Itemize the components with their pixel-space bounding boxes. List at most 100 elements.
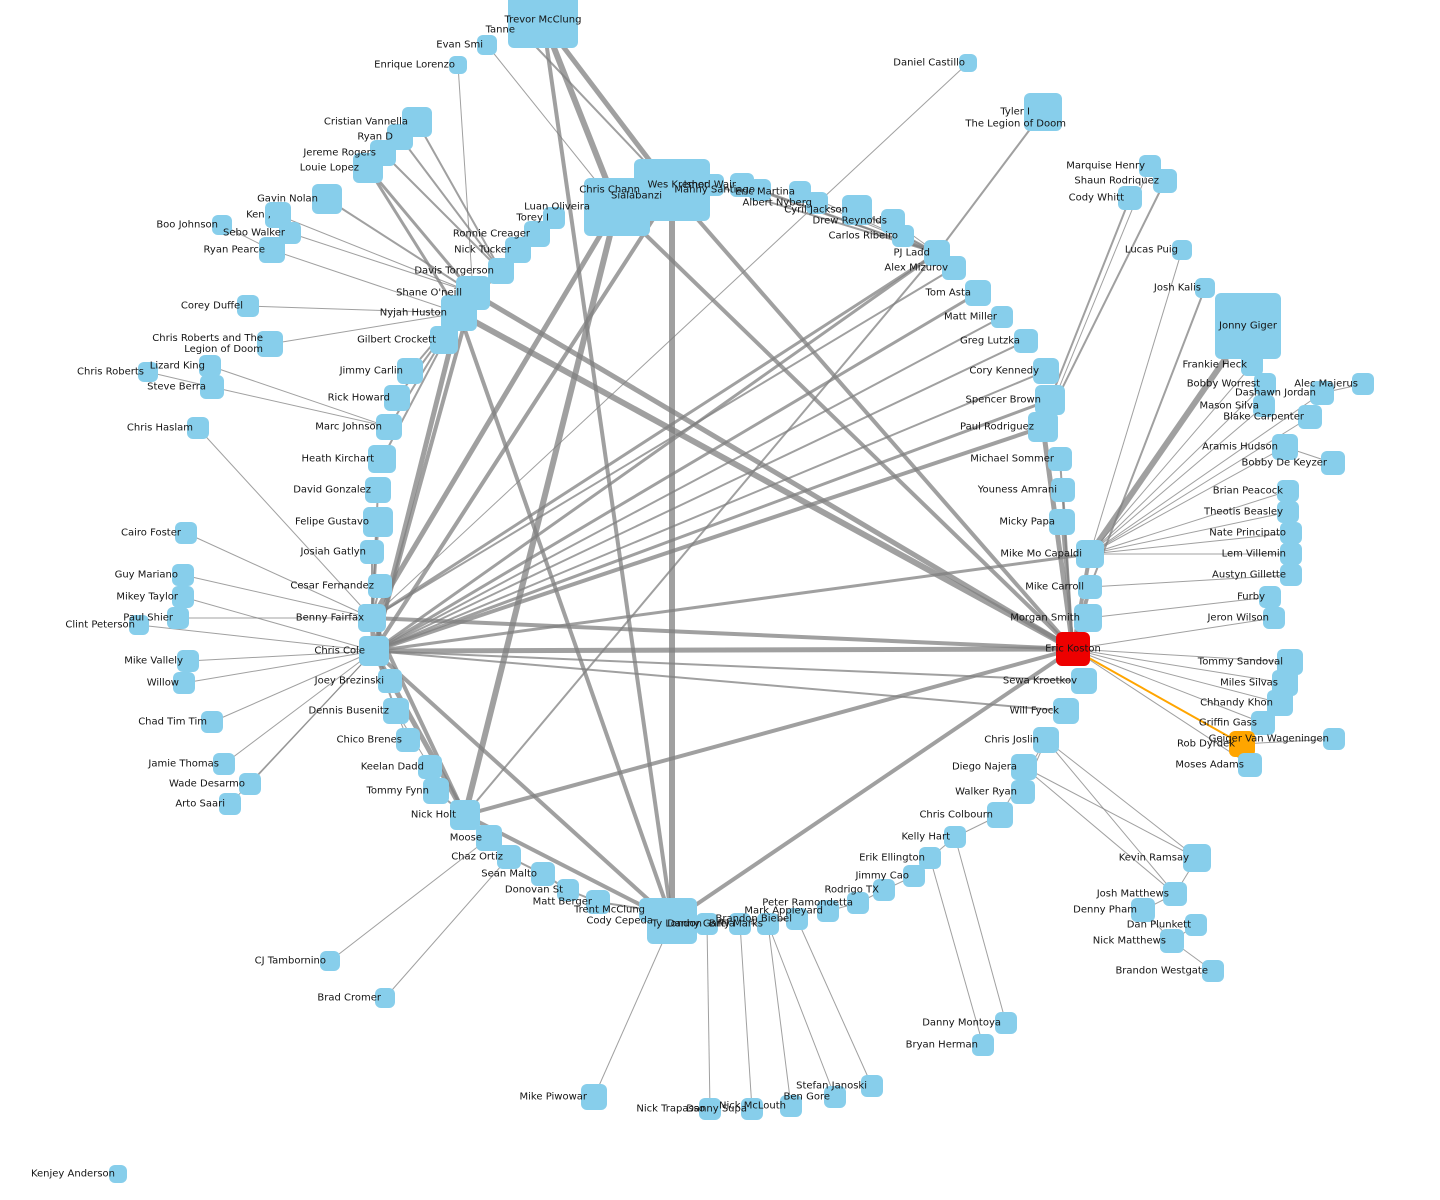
graph-node[interactable]: [861, 1075, 883, 1097]
graph-node[interactable]: [257, 331, 283, 357]
graph-node[interactable]: [167, 607, 189, 629]
graph-node[interactable]: [109, 1165, 127, 1183]
graph-node[interactable]: [365, 477, 391, 503]
graph-node[interactable]: [824, 1086, 846, 1108]
graph-node[interactable]: [259, 237, 285, 263]
graph-node[interactable]: [1183, 844, 1211, 872]
graph-node[interactable]: [1263, 607, 1285, 629]
graph-node[interactable]: [1352, 373, 1374, 395]
graph-node[interactable]: [1049, 509, 1075, 535]
graph-node[interactable]: [702, 174, 724, 196]
graph-node[interactable]: [1310, 381, 1334, 405]
graph-node[interactable]: [1014, 329, 1038, 353]
graph-node[interactable]: [177, 650, 199, 672]
graph-node[interactable]: [959, 54, 977, 72]
graph-node[interactable]: [441, 295, 477, 331]
graph-node[interactable]: [919, 847, 941, 869]
graph-node[interactable]: [1028, 412, 1058, 442]
graph-node[interactable]: [312, 184, 342, 214]
graph-node[interactable]: [353, 153, 383, 183]
graph-node[interactable]: [212, 215, 232, 235]
graph-node[interactable]: [531, 862, 555, 886]
graph-node[interactable]: [418, 755, 442, 779]
graph-node[interactable]: [201, 711, 223, 733]
graph-node[interactable]: [586, 890, 610, 914]
graph-node[interactable]: [1277, 480, 1299, 502]
graph-node[interactable]: [359, 636, 389, 666]
graph-node[interactable]: [1277, 501, 1299, 523]
graph-node[interactable]: [1035, 385, 1065, 415]
graph-node[interactable]: [972, 1034, 994, 1056]
graph-node[interactable]: [1280, 543, 1302, 565]
graph-node[interactable]: [987, 802, 1013, 828]
graph-node[interactable]: [375, 988, 395, 1008]
graph-node[interactable]: [1118, 186, 1142, 210]
graph-node[interactable]: [1048, 447, 1072, 471]
graph-node[interactable]: [634, 159, 710, 221]
graph-node[interactable]: [1078, 575, 1102, 599]
graph-node[interactable]: [239, 773, 261, 795]
graph-node[interactable]: [138, 362, 158, 382]
graph-node[interactable]: [965, 280, 991, 306]
graph-node[interactable]: [1323, 728, 1345, 750]
graph-node[interactable]: [581, 1084, 607, 1110]
graph-node[interactable]: [497, 845, 521, 869]
graph-node[interactable]: [873, 879, 895, 901]
graph-node[interactable]: [780, 1095, 802, 1117]
graph-node[interactable]: [172, 586, 194, 608]
graph-node[interactable]: [1172, 240, 1192, 260]
graph-node[interactable]: [173, 672, 195, 694]
graph-node[interactable]: [378, 669, 402, 693]
graph-node[interactable]: [942, 256, 966, 280]
graph-node[interactable]: [699, 1098, 721, 1120]
graph-node[interactable]: [557, 879, 579, 901]
graph-node[interactable]: [1160, 929, 1184, 953]
graph-node[interactable]: [847, 892, 869, 914]
graph-node[interactable]: [477, 35, 497, 55]
graph-node[interactable]: [396, 728, 420, 752]
graph-node[interactable]: [647, 898, 697, 944]
graph-node[interactable]: [423, 778, 449, 804]
graph-node[interactable]: [817, 900, 839, 922]
graph-node[interactable]: [842, 195, 872, 225]
graph-node[interactable]: [187, 417, 209, 439]
graph-node[interactable]: [1011, 754, 1037, 780]
graph-node[interactable]: [741, 1098, 763, 1120]
graph-node[interactable]: [1280, 522, 1302, 544]
graph-node[interactable]: [1195, 278, 1215, 298]
graph-node[interactable]: [1033, 727, 1059, 753]
graph-node[interactable]: [175, 522, 197, 544]
graph-node[interactable]: [806, 192, 828, 214]
graph-node[interactable]: [213, 753, 235, 775]
graph-node[interactable]: [1202, 960, 1224, 982]
graph-node[interactable]: [1056, 632, 1090, 666]
graph-node[interactable]: [1163, 882, 1187, 906]
graph-node[interactable]: [219, 793, 241, 815]
graph-node[interactable]: [1033, 358, 1059, 384]
graph-node[interactable]: [1076, 540, 1104, 568]
graph-node[interactable]: [1253, 395, 1275, 417]
graph-node[interactable]: [1071, 668, 1097, 694]
graph-node[interactable]: [358, 604, 386, 632]
graph-node[interactable]: [363, 507, 393, 537]
graph-node[interactable]: [1254, 373, 1276, 395]
graph-node[interactable]: [1259, 586, 1281, 608]
graph-node[interactable]: [397, 358, 423, 384]
graph-node[interactable]: [129, 615, 149, 635]
graph-node[interactable]: [237, 295, 259, 317]
graph-node[interactable]: [450, 800, 480, 830]
graph-node[interactable]: [360, 540, 384, 564]
graph-node[interactable]: [892, 225, 914, 247]
graph-node[interactable]: [1280, 564, 1302, 586]
graph-node[interactable]: [509, 19, 531, 41]
graph-node[interactable]: [903, 865, 925, 887]
graph-node[interactable]: [995, 1012, 1017, 1034]
graph-node[interactable]: [757, 913, 779, 935]
graph-node[interactable]: [376, 414, 402, 440]
graph-node[interactable]: [1153, 169, 1177, 193]
graph-node[interactable]: [383, 698, 409, 724]
graph-node[interactable]: [1074, 604, 1102, 632]
graph-node[interactable]: [172, 564, 194, 586]
graph-node[interactable]: [1131, 898, 1155, 922]
graph-node[interactable]: [729, 913, 751, 935]
